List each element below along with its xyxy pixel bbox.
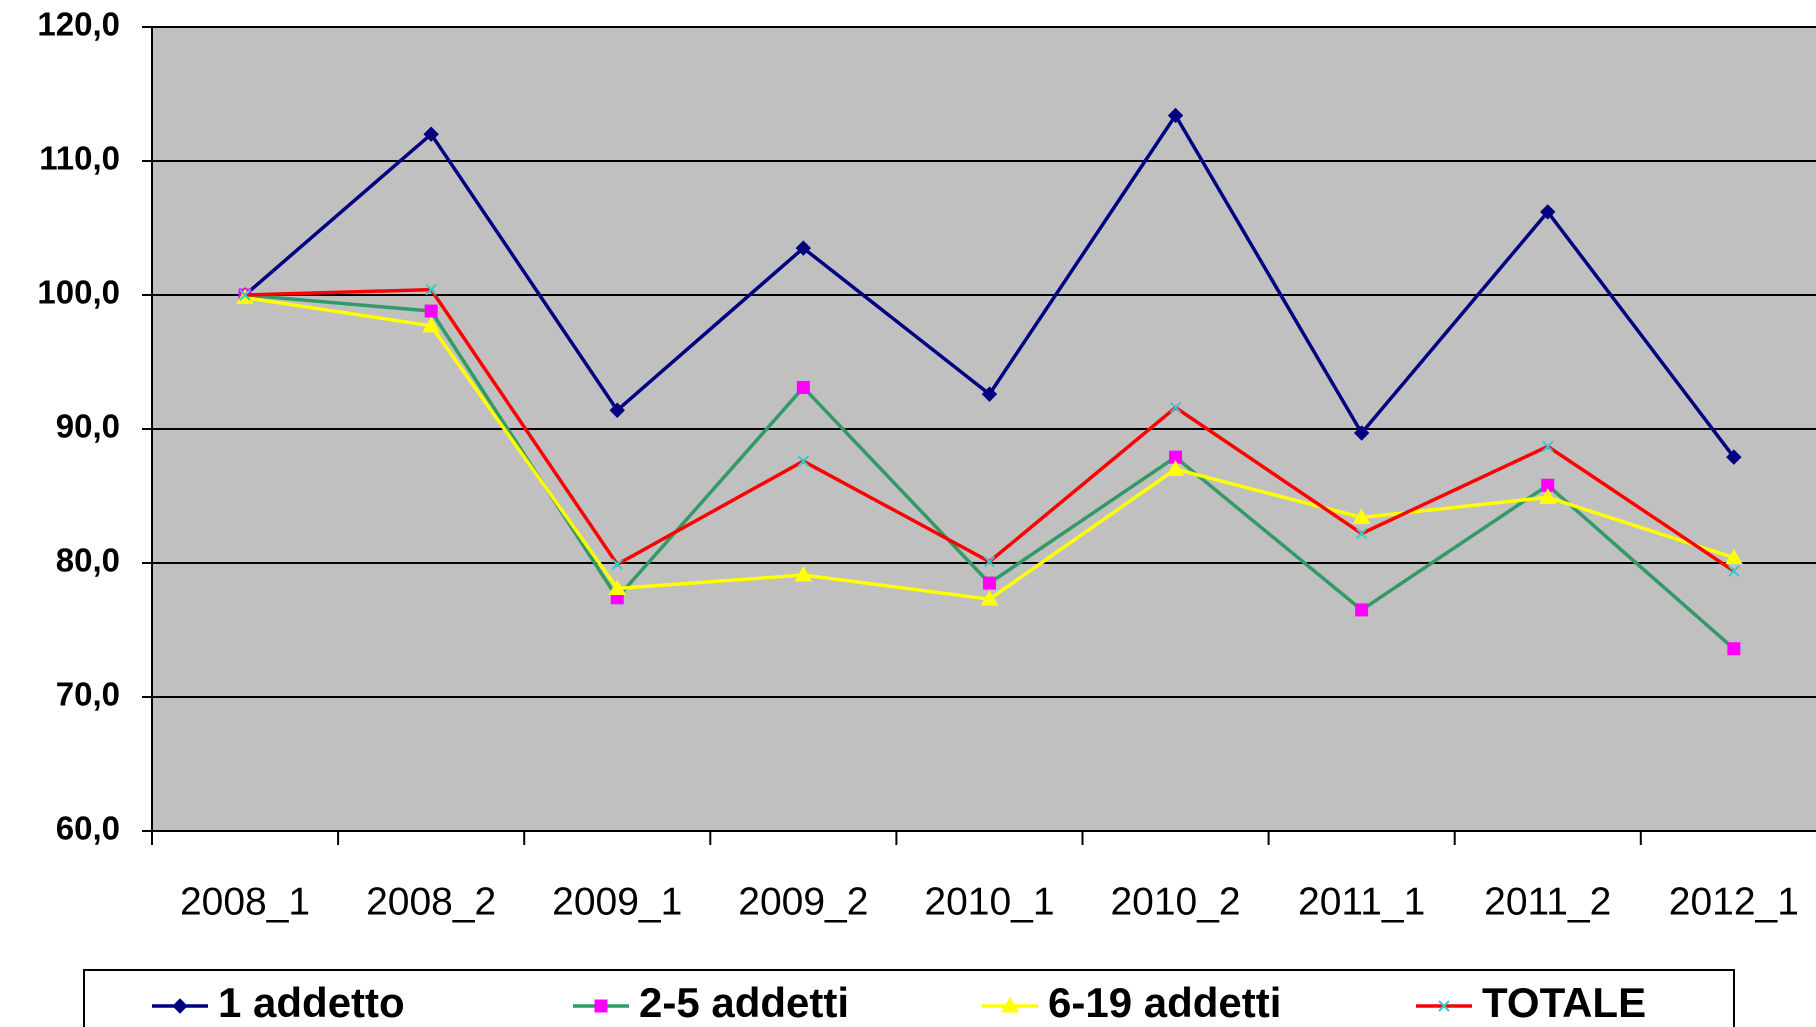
marker	[1166, 460, 1185, 476]
y-tick-label: 110,0	[39, 140, 120, 177]
legend-box	[83, 969, 1735, 1027]
marker	[980, 590, 999, 606]
marker	[1724, 548, 1743, 565]
marker	[796, 380, 810, 394]
marker	[594, 999, 608, 1013]
x-tick-label: 2009_1	[552, 880, 682, 923]
marker	[1727, 642, 1741, 656]
marker	[1355, 603, 1369, 617]
x-tick-label: 2010_2	[1110, 880, 1240, 923]
marker	[239, 289, 251, 301]
marker	[981, 386, 998, 402]
marker	[611, 558, 623, 571]
legend-label: 1 addetto	[218, 979, 405, 1026]
marker	[1542, 440, 1554, 453]
marker	[422, 316, 441, 333]
y-tick-label: 120,0	[37, 6, 120, 43]
marker	[608, 579, 627, 595]
marker	[1169, 401, 1182, 414]
marker	[1355, 527, 1368, 540]
marker	[609, 402, 625, 418]
marker	[172, 998, 188, 1014]
x-tick-label: 2009_2	[738, 880, 868, 923]
x-tick-label: 2011_1	[1298, 880, 1425, 923]
x-tick-label: 2010_1	[924, 880, 1054, 923]
marker	[794, 566, 813, 582]
marker	[1438, 1000, 1450, 1012]
marker	[1167, 107, 1184, 124]
marker	[423, 126, 439, 142]
marker	[1001, 996, 1019, 1013]
marker	[982, 576, 996, 590]
marker	[1353, 425, 1370, 441]
marker	[1726, 449, 1742, 465]
marker	[1538, 488, 1557, 504]
marker	[425, 283, 437, 296]
marker	[795, 240, 812, 256]
y-tick-label: 90,0	[56, 408, 120, 445]
x-tick-label: 2012_1	[1669, 880, 1799, 923]
legend-label: 6-19 addetti	[1048, 979, 1281, 1026]
marker	[1352, 508, 1371, 524]
y-tick-label: 100,0	[37, 274, 120, 311]
marker	[797, 455, 810, 467]
marker	[1540, 204, 1556, 220]
legend-label: 2-5 addetti	[639, 979, 849, 1026]
x-tick-label: 2008_1	[180, 880, 310, 923]
x-tick-label: 2011_2	[1484, 880, 1611, 923]
x-tick-label: 2008_2	[366, 880, 496, 923]
marker	[1728, 565, 1740, 577]
marker	[424, 304, 438, 318]
marker	[983, 555, 996, 568]
y-tick-label: 70,0	[56, 676, 120, 713]
y-tick-label: 60,0	[56, 810, 120, 847]
y-tick-label: 80,0	[56, 542, 120, 579]
legend-label: TOTALE	[1482, 979, 1646, 1026]
